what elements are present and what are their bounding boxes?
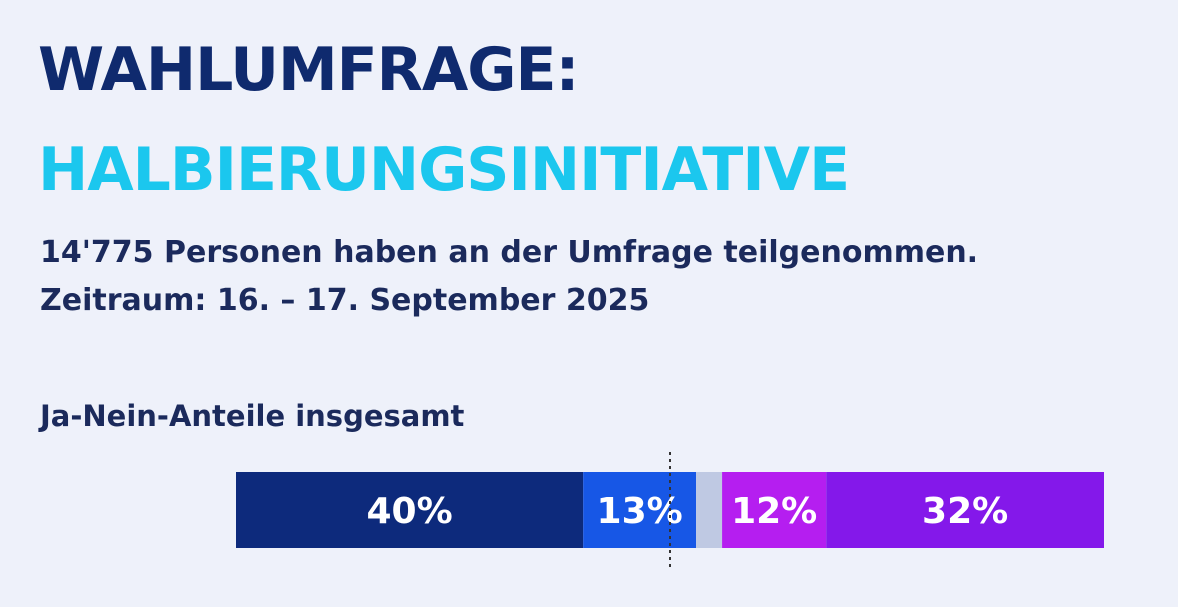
bar-segment-label-4: 12%: [731, 491, 817, 532]
subtitle-period: Zeitraum: 16. – 17. September 2025: [40, 283, 650, 318]
subtitle-participants: 14'775 Personen haben an der Umfrage tei…: [40, 235, 979, 270]
bar-segment-4: [722, 472, 827, 548]
bar-segment-3: [696, 472, 723, 548]
chart-title-line1: WAHLUMFRAGE:: [38, 35, 580, 105]
bar-segment-label-1: 40%: [367, 491, 453, 532]
bar-segment-label-2: 13%: [597, 491, 683, 532]
section-title: Ja-Nein-Anteile insgesamt: [40, 399, 465, 433]
chart-title-line2: HALBIERUNGSINITIATIVE: [38, 135, 850, 205]
bar-segment-label-5: 32%: [922, 491, 1008, 532]
bar-segment-2: [583, 472, 697, 548]
bar-segment-1: [236, 472, 584, 548]
bar-segment-5: [826, 472, 1104, 548]
